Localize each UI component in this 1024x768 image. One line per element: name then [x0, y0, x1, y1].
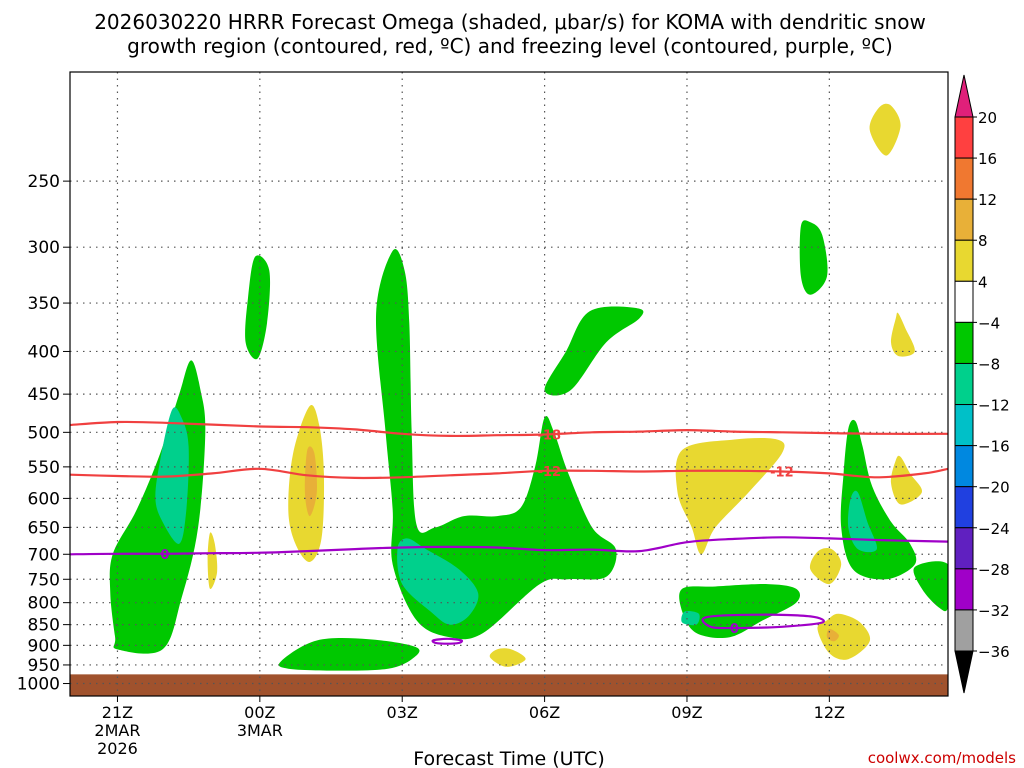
- chart-title-line1: 2026030220 HRRR Forecast Omega (shaded, …: [94, 10, 926, 34]
- colorbar-label: −4: [978, 314, 1000, 332]
- grid-lines: [70, 72, 948, 696]
- omega-shading: [109, 103, 948, 671]
- x-tick-label: 12Z: [814, 703, 845, 722]
- x-tick-label: 3MAR: [237, 721, 283, 740]
- y-tick-label: 700: [28, 545, 60, 565]
- y-tick-label: 450: [28, 385, 60, 405]
- colorbar-swatch: [954, 198, 974, 241]
- colorbar-label: 16: [978, 150, 997, 168]
- y-tick-label: 400: [28, 342, 60, 362]
- y-tick-label: 550: [28, 458, 60, 478]
- y-tick-label: 750: [28, 570, 60, 590]
- omega-region: [890, 455, 923, 505]
- contour-label: -12: [538, 465, 562, 480]
- contour-label: -18: [538, 428, 562, 443]
- omega-region: [809, 548, 842, 585]
- colorbar: 20 16 12 8 4 −4 −8 −12 −16 −20 −24 −28 −32 −36: [954, 74, 1010, 694]
- colorbar-label: −28: [978, 561, 1010, 579]
- y-tick-label: 600: [28, 489, 60, 509]
- y-tick-label: 300: [28, 238, 60, 258]
- y-tick-label: 250: [28, 172, 60, 192]
- colorbar-bottom-arrow: [954, 650, 974, 694]
- omega-region: [681, 611, 700, 626]
- colorbar-label: 4: [978, 273, 988, 291]
- omega-region: [913, 561, 948, 612]
- colorbar-label: 12: [978, 191, 997, 209]
- y-tick-label: 950: [28, 656, 60, 676]
- omega-region: [375, 248, 617, 640]
- y-tick-label: 650: [28, 518, 60, 538]
- omega-region: [207, 532, 218, 590]
- x-tick-label: 2MAR: [94, 721, 140, 740]
- omega-region: [679, 584, 801, 639]
- omega-region: [869, 103, 901, 156]
- omega-region: [817, 613, 871, 660]
- y-axis-ticks: 2503003504004505005506006507007508008509…: [17, 172, 70, 695]
- omega-region: [245, 255, 271, 360]
- omega-region: [397, 538, 479, 625]
- temperature-contour-line: [70, 420, 948, 438]
- colorbar-swatch: [954, 404, 974, 447]
- y-tick-label: 1000: [17, 675, 60, 695]
- y-tick-label: 850: [28, 616, 60, 636]
- omega-region: [847, 490, 878, 553]
- colorbar-label: −12: [978, 397, 1010, 415]
- colorbar-swatch: [954, 527, 974, 570]
- temperature-contour-line: [70, 536, 948, 556]
- colorbar-swatch: [954, 568, 974, 611]
- colorbar-label: 8: [978, 232, 988, 250]
- colorbar-label: −36: [978, 643, 1010, 661]
- contour-label: 0: [730, 622, 739, 637]
- source-credit: coolwx.com/models: [868, 749, 1016, 767]
- colorbar-label: −32: [978, 602, 1010, 620]
- plot-frame: [69, 71, 949, 697]
- omega-region: [890, 312, 915, 357]
- contour-label: -12: [770, 465, 794, 480]
- y-tick-label: 800: [28, 594, 60, 614]
- y-tick-label: 500: [28, 423, 60, 443]
- colorbar-swatch: [954, 239, 974, 282]
- colorbar-swatch: [954, 321, 974, 364]
- colorbar-swatch: [954, 157, 974, 200]
- colorbar-label: −16: [978, 438, 1010, 456]
- x-tick-label: 09Z: [671, 703, 702, 722]
- ground-fill: [70, 674, 948, 696]
- x-tick-label: 06Z: [529, 703, 560, 722]
- temperature-contour-line: [431, 637, 464, 645]
- y-tick-label: 350: [28, 294, 60, 314]
- x-tick-label: 00Z: [244, 703, 275, 722]
- colorbar-swatch: [954, 445, 974, 488]
- colorbar-swatch: [954, 280, 974, 323]
- x-tick-label: 03Z: [387, 703, 418, 722]
- colorbar-swatch: [954, 362, 974, 406]
- x-tick-label: 21Z: [102, 703, 133, 722]
- omega-region: [304, 446, 318, 517]
- temperature-contour-line: [70, 467, 948, 480]
- colorbar-swatch: [954, 116, 974, 159]
- omega-region: [799, 220, 828, 295]
- omega-region: [489, 648, 526, 667]
- colorbar-label: −20: [978, 479, 1010, 497]
- colorbar-top-arrow: [954, 74, 974, 118]
- contour-label: 0: [160, 548, 169, 563]
- colorbar-swatch: [954, 486, 974, 529]
- omega-region: [278, 638, 420, 671]
- colorbar-swatch: [954, 609, 974, 652]
- x-tick-label: 2026: [97, 739, 138, 758]
- colorbar-label: −8: [978, 355, 1000, 373]
- x-axis-label: Forecast Time (UTC): [413, 748, 604, 768]
- chart-title-line2: growth region (contoured, red, ºC) and f…: [127, 34, 893, 58]
- temperature-contour-line: [701, 613, 825, 630]
- omega-region: [675, 437, 785, 555]
- omega-region: [544, 306, 644, 396]
- colorbar-label: −24: [978, 520, 1010, 538]
- colorbar-label: 20: [978, 109, 997, 127]
- ground-surface: [70, 674, 948, 696]
- temperature-contours: -18 -12 -12 0 0: [70, 420, 948, 645]
- y-tick-label: 900: [28, 636, 60, 656]
